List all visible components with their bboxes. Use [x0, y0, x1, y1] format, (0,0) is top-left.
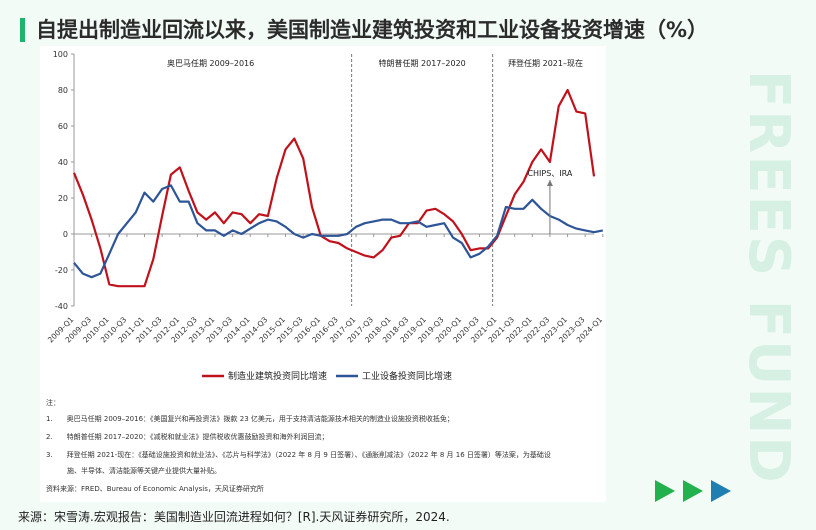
arrow-decoration: [655, 478, 735, 508]
watermark-text: FREES FUND: [736, 70, 801, 485]
series-line-1: [72, 88, 596, 288]
chart-panel: -40 -20 0 20 40 60 80 100 2009-Q1 2009-Q3 2010-Q1 2…: [40, 46, 606, 392]
note-item-3: 3. 拜登任期 2021-现在：《基础设施投资和就业法》、《芯片与科学法》（20…: [46, 451, 551, 459]
y-tick-label: -40: [55, 302, 68, 311]
legend-label-1: 制造业建筑投资同比增速: [228, 370, 327, 382]
title-accent-bar: [20, 18, 25, 42]
y-tick-label: 0: [63, 230, 68, 239]
legend-label-2: 工业设备投资同比增速: [362, 370, 452, 382]
y-tick-label: 80: [58, 86, 68, 95]
notes-data-source: 资料来源：FRED、Bureau of Economic Analysis，天风…: [46, 485, 264, 493]
annotation-label: CHIPS、IRA: [527, 169, 572, 178]
series-line-2: [73, 184, 604, 279]
page-title: 自提出制造业回流以来，美国制造业建筑投资和工业设备投资增速（%）: [36, 18, 709, 42]
notes-heading: 注：: [46, 399, 60, 407]
arrow-icon-1: [655, 480, 675, 502]
period-label: 奥巴马任期 2009–2016: [167, 58, 254, 68]
note-item-3-continued: 施、半导体、清洁能源等关键产业提供大量补贴。: [46, 467, 221, 475]
y-tick-label: 40: [58, 158, 68, 167]
footer-source: 来源：宋雪涛.宏观报告：美国制造业回流进程如何？[R].天风证券研究所，2024…: [18, 510, 450, 524]
watermark: FREES FUND: [736, 70, 805, 490]
note-item-2: 2. 特朗普任期 2017–2020：《减税和就业法》提供税收优惠鼓励投资和海外…: [46, 433, 329, 441]
arrow-icon-2: [683, 480, 703, 502]
annotation-arrow-head: [546, 180, 553, 186]
notes-panel: 注： 1. 奥巴马任期 2009–2016：《美国复兴和再投资法》拨款 23 亿…: [40, 392, 606, 502]
y-tick-label: 60: [58, 122, 68, 131]
period-label: 拜登任期 2021–现在: [508, 58, 583, 68]
arrow-icon-3: [711, 480, 731, 502]
y-tick-label: 20: [58, 194, 68, 203]
period-label: 特朗普任期 2017–2020: [379, 58, 466, 68]
y-tick-label: 100: [53, 50, 68, 59]
note-item-1: 1. 奥巴马任期 2009–2016：《美国复兴和再投资法》拨款 23 亿美元，…: [46, 415, 454, 423]
line-chart: -40-200204060801002009-Q12009-Q32010-Q12…: [46, 50, 604, 382]
y-tick-label: -20: [55, 266, 68, 275]
